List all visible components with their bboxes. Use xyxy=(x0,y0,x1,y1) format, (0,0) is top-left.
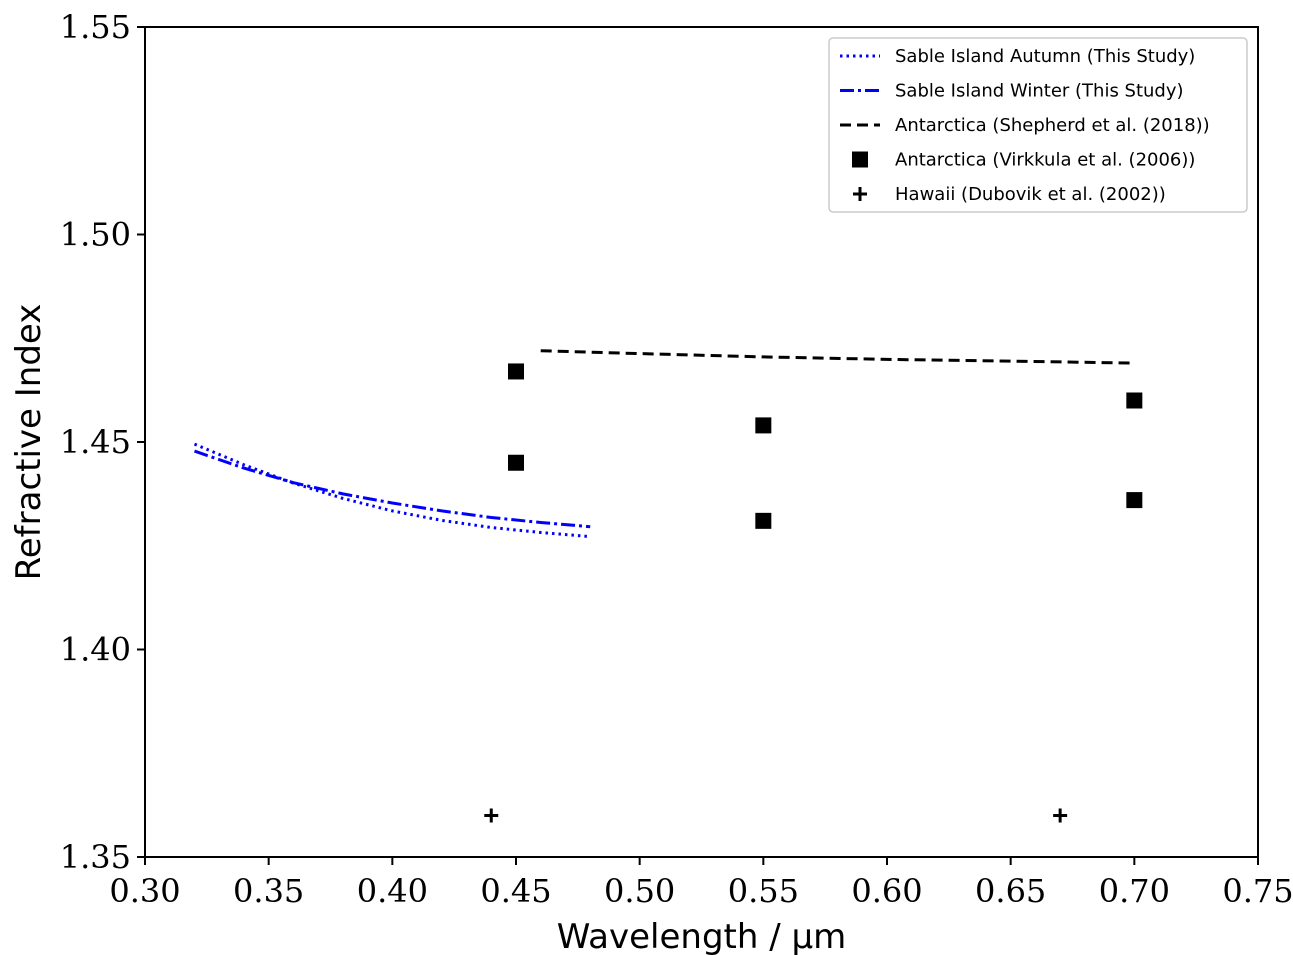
x-tick-label: 0.30 xyxy=(109,872,180,910)
y-axis: 1.35 1.40 1.45 1.50 1.55 xyxy=(60,8,145,876)
legend-label-1: Sable Island Winter (This Study) xyxy=(895,81,1184,102)
x-tick-label: 0.40 xyxy=(357,872,428,910)
legend-label-2: Antarctica (Shepherd et al. (2018)) xyxy=(895,115,1210,136)
x-axis-label: Wavelength / μm xyxy=(557,917,847,955)
legend-swatch-3 xyxy=(852,151,868,168)
data-point-3-2 xyxy=(755,417,772,434)
y-axis-label: Refractive Index xyxy=(9,304,49,581)
x-tick-label: 0.50 xyxy=(604,872,675,910)
data-point-3-1 xyxy=(508,454,524,471)
series-line-0 xyxy=(193,442,591,539)
data-point-4-0 xyxy=(484,808,499,823)
series-line-1 xyxy=(194,449,591,529)
series-line-2 xyxy=(540,349,1135,365)
x-tick-label: 0.35 xyxy=(233,872,304,910)
data-point-4-1 xyxy=(1053,808,1068,823)
y-tick-label: 1.35 xyxy=(60,838,131,876)
y-tick-label: 1.50 xyxy=(60,216,131,254)
x-tick-label: 0.45 xyxy=(480,872,551,910)
legend-box xyxy=(828,37,1248,213)
data-point-3-4 xyxy=(1126,392,1143,409)
y-tick-label: 1.40 xyxy=(60,631,131,669)
x-tick-label: 0.70 xyxy=(1099,872,1170,910)
data-point-3-0 xyxy=(508,363,524,380)
legend-label-0: Sable Island Autumn (This Study) xyxy=(895,46,1195,67)
legend-label-3: Antarctica (Virkkula et al. (2006)) xyxy=(895,150,1195,171)
x-tick-label: 0.65 xyxy=(975,872,1046,910)
y-tick-label: 1.55 xyxy=(60,8,131,46)
legend-swatch-4 xyxy=(853,187,867,201)
x-tick-label: 0.75 xyxy=(1222,872,1293,910)
data-point-3-3 xyxy=(755,512,772,529)
x-axis: 0.30 0.35 0.40 0.45 0.50 0.55 0.60 0.65 0.70 0.75 xyxy=(109,857,1293,910)
x-tick-label: 0.60 xyxy=(851,872,922,910)
legend-label-4: Hawaii (Dubovik et al. (2002)) xyxy=(895,184,1166,205)
plot-marks xyxy=(193,349,1143,823)
data-point-3-5 xyxy=(1126,492,1143,509)
x-tick-label: 0.55 xyxy=(728,872,799,910)
y-tick-label: 1.45 xyxy=(60,423,131,461)
legend: Sable Island Autumn (This Study) Sable Is… xyxy=(828,37,1248,213)
